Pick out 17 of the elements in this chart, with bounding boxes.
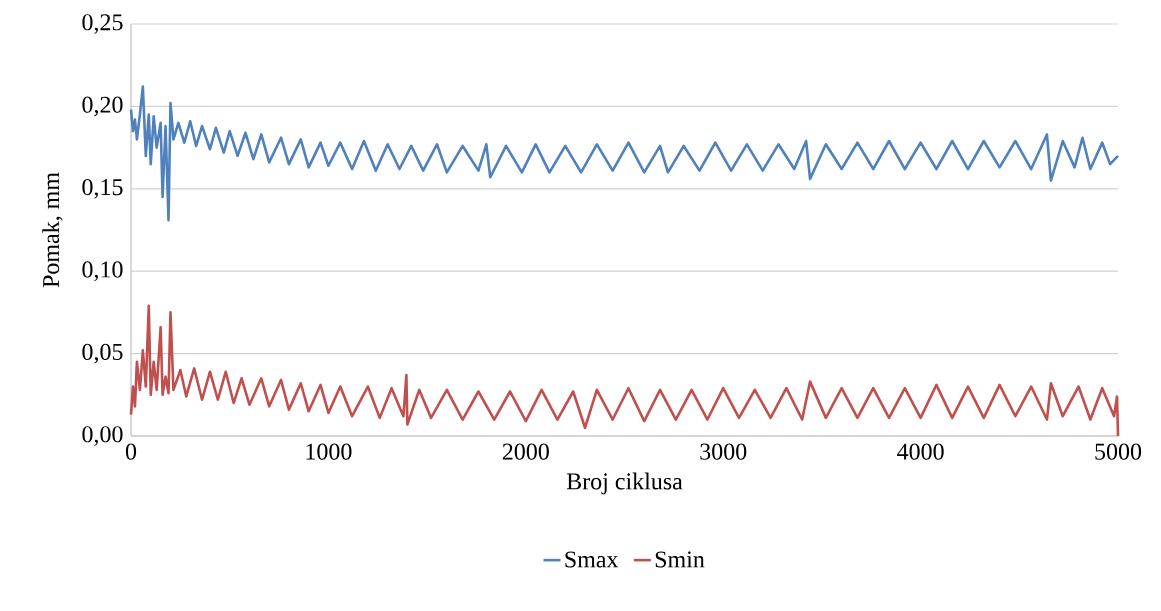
x-tick-label: 1000 [306,443,352,460]
legend-label: Smax [565,551,619,568]
y-tick-label: 0,20 [82,96,123,117]
x-tick-label: 3000 [700,443,747,460]
y-tick-label: 0,10 [82,261,123,282]
legend-label: Smin [655,551,705,568]
x-tick-label: 2000 [502,443,549,460]
y-tick-label: 0,05 [82,343,123,364]
x-tick-label: 4000 [897,443,944,460]
x-tick-label: 0 [125,443,137,460]
line-series [129,85,1120,222]
y-tick-label: 0,00 [82,426,123,446]
y-axis-title: Pomak, mm [42,172,63,288]
y-tick-label: 0,15 [82,178,123,199]
y-tick-label: 0,25 [82,14,123,34]
x-axis-title: Broj ciklusa [566,472,683,495]
x-tick-label: 5000 [1095,443,1142,460]
